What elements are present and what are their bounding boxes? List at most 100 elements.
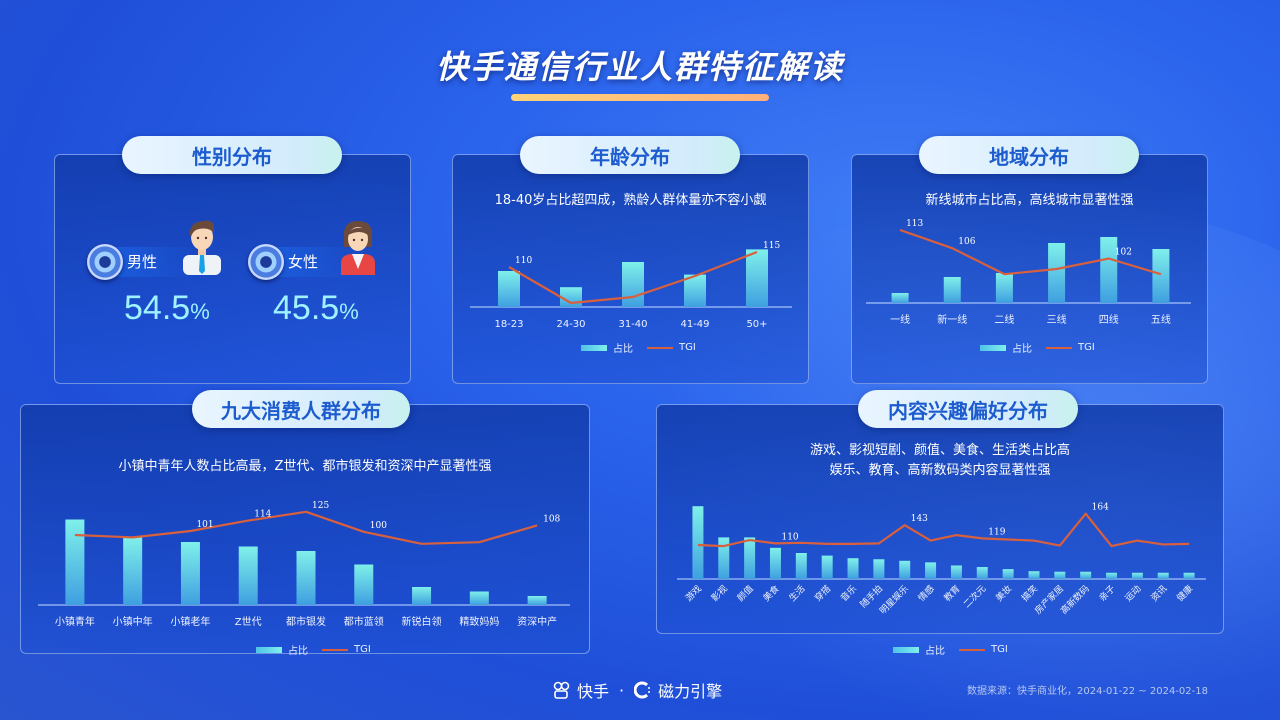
content-subtitle-1: 游戏、影视短剧、颜值、美食、生活类占比高 <box>809 443 1070 458</box>
bar <box>123 537 143 605</box>
axis-label: 影视 <box>709 583 730 604</box>
axis-label: 新一线 <box>937 313 967 326</box>
axis-label: 情感 <box>915 583 936 604</box>
axis-label: 24-30 <box>556 319 585 330</box>
region-subtitle: 新线城市占比高，高线城市显著性强 <box>925 193 1134 208</box>
tgi-value-label: 143 <box>911 514 928 524</box>
axis-label: 二次元 <box>961 583 989 611</box>
footer-brand-right: 磁力引擎 <box>658 682 723 701</box>
gender-panel: 男性 女性 54.5% 45.5% <box>54 154 411 384</box>
bar <box>1152 249 1170 303</box>
axis-label: 健康 <box>1174 583 1195 604</box>
legend-bar-swatch <box>980 344 1006 351</box>
axis-label: Z世代 <box>235 616 262 628</box>
bar <box>769 547 781 579</box>
axis-label: 小镇青年 <box>55 615 95 628</box>
axis-label: 高新数码 <box>1058 583 1092 617</box>
tgi-value-label: 113 <box>906 219 923 229</box>
age-subtitle: 18-40岁占比超四成，熟龄人群体量亦不容小觑 <box>494 193 767 208</box>
bar <box>412 587 432 605</box>
axis-label: 运动 <box>1123 583 1144 604</box>
bar <box>873 559 885 579</box>
axis-label: 41-49 <box>680 319 709 330</box>
bar <box>498 271 520 307</box>
tgi-line <box>899 228 1162 276</box>
axis-label: 50+ <box>746 319 767 330</box>
bar <box>847 558 859 579</box>
bar <box>354 564 374 605</box>
bar <box>180 542 200 605</box>
tgi-value-label: 114 <box>254 510 271 520</box>
axis-label: 精致妈妈 <box>459 615 499 628</box>
footer-brand-left: 快手 <box>577 682 610 701</box>
content-subtitle-2: 娱乐、教育、高新数码类内容显著性强 <box>829 463 1051 478</box>
axis-label: 资讯 <box>1149 583 1170 604</box>
region-header: 地域分布 <box>919 136 1139 174</box>
bar <box>795 553 807 579</box>
axis-label: 二线 <box>994 313 1014 326</box>
segments-subtitle: 小镇中青年人数占比高最，Z世代、都市银发和资深中产显著性强 <box>118 459 492 474</box>
bar <box>746 249 768 307</box>
kuaishou-logo-icon <box>553 681 570 699</box>
axis-label: 资深中产 <box>517 615 557 628</box>
bar <box>1100 237 1118 303</box>
tgi-value-label: 164 <box>1092 503 1109 513</box>
segments-legend: 占比 TGI <box>256 642 371 657</box>
bar <box>1131 572 1143 579</box>
axis-label: 颜值 <box>735 583 756 604</box>
footer-brand: 快手 · 磁力引擎 <box>553 678 722 702</box>
axis-label: 小镇中年 <box>113 615 153 628</box>
tgi-value-label: 110 <box>515 256 532 266</box>
bar <box>899 560 911 579</box>
age-panel: 18-40岁占比超四成，熟龄人群体量亦不容小觑 18-23 24-30 31-40 4… <box>452 154 809 384</box>
bar <box>1106 572 1118 579</box>
axis-label: 教育 <box>941 583 962 604</box>
bar <box>1048 243 1066 303</box>
bar <box>65 519 85 605</box>
bar <box>527 596 547 605</box>
tgi-value-label: 102 <box>1115 248 1132 258</box>
title-underline <box>511 94 769 101</box>
bar <box>718 537 730 579</box>
tgi-line <box>508 250 758 305</box>
tgi-line <box>697 512 1190 548</box>
segments-header: 九大消费人群分布 <box>192 390 410 428</box>
bar <box>744 537 756 579</box>
data-source: 数据来源：快手商业化，2024-01-22 ~ 2024-02-18 <box>967 686 1208 697</box>
bar <box>1157 572 1169 579</box>
magnetic-engine-logo-icon <box>634 681 651 699</box>
ring-icon <box>87 244 123 280</box>
axis-label: 新锐白领 <box>402 615 442 628</box>
axis-label: 18-23 <box>494 319 523 330</box>
age-chart: 18-23 24-30 31-40 41-49 50+ 110 115 <box>470 241 792 330</box>
legend-bar-swatch <box>256 646 282 653</box>
tgi-value-label: 115 <box>763 241 780 251</box>
segments-chart: 小镇青年 小镇中年 小镇老年 Z世代 都市银发 都市蓝领 新锐白领 精致妈妈 资深中产 101 11… <box>38 501 570 628</box>
axis-label: 美妆 <box>993 583 1014 604</box>
bar <box>692 506 704 579</box>
bar <box>684 274 706 307</box>
tgi-value-label: 110 <box>781 532 798 542</box>
bar <box>1080 571 1092 579</box>
bar <box>296 551 316 605</box>
bar <box>943 277 961 303</box>
tgi-value-label: 119 <box>988 527 1005 537</box>
female-percentage: 45.5% <box>273 289 359 327</box>
bar <box>238 546 258 605</box>
bar <box>950 565 962 579</box>
gender-header: 性别分布 <box>122 136 342 174</box>
axis-label: 美食 <box>760 583 781 604</box>
axis-label: 都市银发 <box>286 615 326 628</box>
axis-label: 四线 <box>1099 313 1119 326</box>
legend-bar-swatch <box>893 646 919 653</box>
bar <box>995 273 1013 303</box>
axis-label: 搞笑 <box>1019 583 1040 604</box>
axis-label: 生活 <box>786 583 807 604</box>
content-legend: 占比 TGI <box>893 642 1008 657</box>
region-chart: 一线 新一线 二线 三线 四线 五线 113 106 102 <box>866 219 1191 326</box>
tgi-value-label: 101 <box>196 520 213 530</box>
bar <box>891 293 909 303</box>
bar <box>622 262 644 307</box>
region-legend: 占比 TGI <box>980 340 1095 355</box>
axis-label: 穿搭 <box>812 583 833 604</box>
